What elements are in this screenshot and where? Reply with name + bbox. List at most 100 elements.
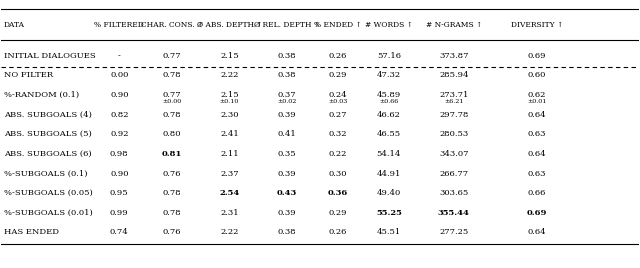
Text: 2.15: 2.15 [220,91,239,99]
Text: 2.15: 2.15 [220,52,239,60]
Text: 0.78: 0.78 [163,111,182,119]
Text: 0.36: 0.36 [328,189,348,197]
Text: 0.77: 0.77 [163,91,182,99]
Text: ±0.66: ±0.66 [379,99,399,105]
Text: 0.43: 0.43 [276,189,297,197]
Text: # N-GRAMS ↑: # N-GRAMS ↑ [426,21,482,29]
Text: 373.87: 373.87 [439,52,468,60]
Text: 2.30: 2.30 [220,111,239,119]
Text: ABS. SUBGOALS (6): ABS. SUBGOALS (6) [4,150,92,158]
Text: 0.22: 0.22 [329,150,347,158]
Text: 0.29: 0.29 [328,71,347,79]
Text: 0.26: 0.26 [329,52,347,60]
Text: # WORDS ↑: # WORDS ↑ [365,21,413,29]
Text: 0.76: 0.76 [163,170,181,177]
Text: 0.26: 0.26 [329,228,347,236]
Text: 0.69: 0.69 [527,52,546,60]
Text: 0.98: 0.98 [110,150,129,158]
Text: 49.40: 49.40 [377,189,401,197]
Text: ±0.10: ±0.10 [220,99,239,105]
Text: 297.78: 297.78 [439,111,468,119]
Text: 0.63: 0.63 [527,170,546,177]
Text: %-RANDOM (0.1): %-RANDOM (0.1) [4,91,79,99]
Text: -: - [118,52,121,60]
Text: ±6.21: ±6.21 [444,99,463,105]
Text: 0.77: 0.77 [163,52,182,60]
Text: NO FILTER: NO FILTER [4,71,53,79]
Text: 0.38: 0.38 [278,52,296,60]
Text: 273.71: 273.71 [439,91,468,99]
Text: 280.53: 280.53 [439,130,468,138]
Text: Ø ABS. DEPTH ↑: Ø ABS. DEPTH ↑ [196,21,262,29]
Text: 2.11: 2.11 [220,150,239,158]
Text: ABS. SUBGOALS (4): ABS. SUBGOALS (4) [4,111,92,119]
Text: 46.62: 46.62 [377,111,401,119]
Text: 46.55: 46.55 [377,130,401,138]
Text: 0.90: 0.90 [110,91,129,99]
Text: 0.99: 0.99 [110,209,129,217]
Text: 0.64: 0.64 [527,228,546,236]
Text: 0.78: 0.78 [163,71,182,79]
Text: ±0.01: ±0.01 [527,99,547,105]
Text: 2.41: 2.41 [220,130,239,138]
Text: 2.31: 2.31 [220,209,239,217]
Text: 0.37: 0.37 [278,91,296,99]
Text: INITIAL DIALOGUES: INITIAL DIALOGUES [4,52,96,60]
Text: 343.07: 343.07 [439,150,468,158]
Text: 57.16: 57.16 [377,52,401,60]
Text: 0.81: 0.81 [162,150,182,158]
Text: 2.22: 2.22 [220,71,239,79]
Text: 0.95: 0.95 [110,189,129,197]
Text: 0.38: 0.38 [278,228,296,236]
Text: %-SUBGOALS (0.1): %-SUBGOALS (0.1) [4,170,88,177]
Text: ±0.03: ±0.03 [328,99,348,105]
Text: 0.64: 0.64 [527,111,546,119]
Text: 0.24: 0.24 [328,91,347,99]
Text: 0.63: 0.63 [527,130,546,138]
Text: 54.14: 54.14 [376,150,401,158]
Text: 44.91: 44.91 [376,170,401,177]
Text: 0.29: 0.29 [328,209,347,217]
Text: 0.39: 0.39 [278,170,296,177]
Text: %-SUBGOALS (0.05): %-SUBGOALS (0.05) [4,189,93,197]
Text: 0.64: 0.64 [527,150,546,158]
Text: 266.77: 266.77 [439,170,468,177]
Text: 55.25: 55.25 [376,209,402,217]
Text: 2.37: 2.37 [220,170,239,177]
Text: 0.41: 0.41 [278,130,296,138]
Text: 47.32: 47.32 [377,71,401,79]
Text: CHAR. CONS. ↑: CHAR. CONS. ↑ [141,21,204,29]
Text: 0.60: 0.60 [527,71,546,79]
Text: 0.27: 0.27 [328,111,347,119]
Text: 0.38: 0.38 [278,71,296,79]
Text: 0.39: 0.39 [278,209,296,217]
Text: 45.89: 45.89 [377,91,401,99]
Text: DIVERSITY ↑: DIVERSITY ↑ [511,21,563,29]
Text: 0.35: 0.35 [278,150,296,158]
Text: 0.32: 0.32 [328,130,347,138]
Text: 355.44: 355.44 [438,209,470,217]
Text: 0.62: 0.62 [527,91,546,99]
Text: ABS. SUBGOALS (5): ABS. SUBGOALS (5) [4,130,92,138]
Text: 0.00: 0.00 [110,71,129,79]
Text: %-SUBGOALS (0.01): %-SUBGOALS (0.01) [4,209,93,217]
Text: 0.76: 0.76 [163,228,181,236]
Text: Ø REL. DEPTH ↑: Ø REL. DEPTH ↑ [254,21,320,29]
Text: DATA: DATA [4,21,25,29]
Text: ±0.02: ±0.02 [277,99,296,105]
Text: 45.51: 45.51 [377,228,401,236]
Text: 0.69: 0.69 [527,209,547,217]
Text: 303.65: 303.65 [439,189,468,197]
Text: 0.78: 0.78 [163,189,182,197]
Text: 0.30: 0.30 [328,170,347,177]
Text: 277.25: 277.25 [439,228,468,236]
Text: 0.90: 0.90 [110,170,129,177]
Text: % ENDED ↑: % ENDED ↑ [314,21,362,29]
Text: ±0.00: ±0.00 [163,99,182,105]
Text: 2.54: 2.54 [220,189,239,197]
Text: 2.22: 2.22 [220,228,239,236]
Text: 0.66: 0.66 [527,189,546,197]
Text: 0.92: 0.92 [110,130,129,138]
Text: HAS ENDED: HAS ENDED [4,228,59,236]
Text: 0.80: 0.80 [163,130,181,138]
